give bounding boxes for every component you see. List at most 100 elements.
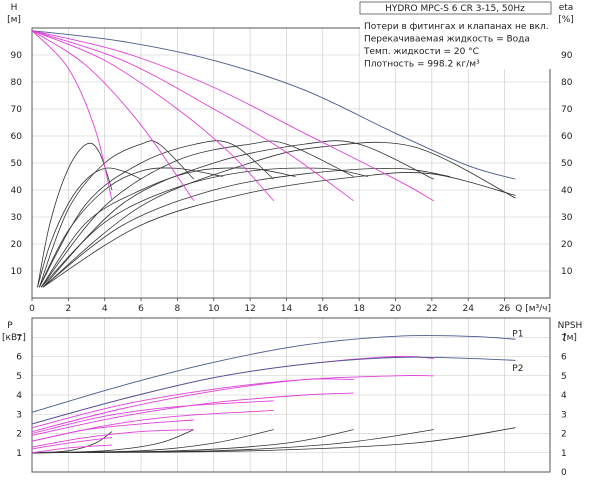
x-tick-label: 12	[244, 304, 255, 314]
x-tick-label: 0	[29, 304, 35, 314]
y-right-tick-label: 80	[561, 78, 573, 88]
efficiency-curve	[37, 167, 142, 288]
y-right-tick-label: 70	[561, 105, 573, 115]
y-left-tick-label: 3	[16, 410, 22, 420]
y-left-axis-unit: [м]	[7, 15, 21, 25]
x-tick-label: 14	[281, 304, 293, 314]
y-right-axis-unit: [%]	[558, 15, 574, 25]
efficiency-curve	[40, 140, 354, 288]
info-line: Плотность = 998.2 кг/м³	[364, 60, 480, 70]
info-line: Перекачиваемая жидкость = Вода	[364, 35, 530, 45]
y-right-tick-label: 10	[561, 267, 573, 277]
x-tick-label: 16	[317, 304, 329, 314]
y-right-axis-label: eta	[559, 3, 574, 13]
y-right-tick-label: 2	[561, 430, 567, 440]
power-curve-reduced-speed	[32, 444, 113, 454]
x-axis-label: Q [м³/ч]	[515, 304, 551, 314]
power-curve-reduced-speed	[32, 375, 434, 433]
y-right-tick-label: 4	[561, 391, 567, 401]
power-curve-reduced-speed	[32, 400, 274, 434]
efficiency-curve	[38, 167, 223, 288]
y-right-tick-label: 7	[561, 333, 567, 343]
y-left-tick-label: 1	[16, 449, 22, 459]
info-line: Темп. жидкости = 20 °C	[363, 47, 479, 57]
efficiency-curve	[40, 167, 369, 288]
power-curve-reduced-speed	[32, 409, 274, 442]
y-left-axis-label: H	[11, 3, 18, 13]
y-right-tick-label: 0	[561, 468, 567, 478]
x-tick-label: 4	[102, 304, 108, 314]
x-tick-label: 20	[390, 304, 402, 314]
head-curves-group	[32, 30, 516, 288]
title-box	[359, 1, 552, 15]
head-efficiency-panel: 0 2 4 6 8 10 12 14 16 18 20 22 24 26 Q [м³/ч]102030405…	[7, 1, 574, 314]
y-left-axis-unit: [кВт]	[2, 333, 26, 343]
series-label: P1	[512, 329, 523, 339]
head-curve-max-speed	[32, 30, 516, 180]
head-curve-reduced-speed	[32, 30, 113, 201]
power-curve-max-speed	[32, 335, 516, 413]
y-right-tick-label: 40	[561, 186, 573, 196]
y-left-tick-label: 90	[11, 51, 23, 61]
efficiency-curve	[42, 141, 516, 288]
x-tick-label: 10	[208, 304, 220, 314]
efficiency-curve	[37, 142, 113, 288]
plot-frame	[31, 27, 551, 299]
efficiency-curve	[38, 140, 274, 288]
y-right-axis-label: NPSH	[558, 321, 583, 331]
power-curve-reduced-speed	[32, 355, 434, 425]
efficiency-curve	[42, 167, 451, 288]
x-tick-label: 8	[175, 304, 181, 314]
plot-frame	[31, 317, 551, 473]
x-tick-label: 22	[426, 304, 437, 314]
head-curve-reduced-speed	[32, 30, 354, 202]
y-left-tick-label: 50	[11, 159, 23, 169]
y-left-tick-label: 70	[11, 105, 23, 115]
info-box	[360, 17, 551, 69]
x-tick-label: 24	[462, 304, 474, 314]
y-left-tick-label: 80	[11, 78, 23, 88]
y-left-tick-label: 5	[16, 372, 22, 382]
x-tick-label: 2	[65, 304, 71, 314]
y-right-tick-label: 1	[561, 449, 567, 459]
y-right-tick-label: 3	[561, 410, 567, 420]
y-left-tick-label: 7	[16, 333, 22, 343]
power-curve-max-speed	[32, 356, 516, 425]
y-right-axis-unit: [м]	[563, 333, 577, 343]
y-left-tick-label: 6	[16, 353, 22, 363]
head-curve-reduced-speed	[32, 30, 195, 202]
y-right-tick-label: 20	[561, 240, 573, 250]
chart-title: HYDRO MPC-S 6 CR 3-15, 50Hz	[385, 4, 525, 14]
efficiency-curve	[38, 140, 195, 288]
y-left-tick-label: 60	[11, 132, 23, 142]
info-line: Потери в фитингах и клапанах не вкл.	[364, 22, 549, 32]
y-right-tick-label: 5	[561, 372, 567, 382]
series-label: P2	[512, 364, 523, 374]
y-left-tick-label: 10	[11, 267, 23, 277]
efficiency-curve	[42, 140, 434, 288]
power-curve-reduced-speed	[32, 436, 113, 450]
y-left-tick-label: 20	[11, 240, 23, 250]
y-left-tick-label: 2	[16, 430, 22, 440]
efficiency-curve	[40, 167, 296, 288]
y-right-tick-label: 30	[561, 213, 573, 223]
head-curve-reduced-speed	[32, 30, 275, 202]
npsh-curve	[32, 427, 516, 454]
npsh-curve	[32, 429, 434, 454]
y-right-tick-label: 50	[561, 159, 573, 169]
efficiency-curve	[42, 172, 516, 288]
y-left-tick-label: 30	[11, 213, 23, 223]
y-right-tick-label: 6	[561, 353, 567, 363]
head-curve-reduced-speed	[32, 30, 434, 202]
y-left-tick-label: 40	[11, 186, 23, 196]
x-tick-label: 26	[499, 304, 511, 314]
power-curve-reduced-speed	[32, 392, 354, 436]
x-tick-label: 6	[138, 304, 144, 314]
x-tick-label: 18	[353, 304, 365, 314]
y-left-tick-label: 4	[16, 391, 22, 401]
power-curves-group	[32, 335, 516, 454]
y-right-tick-label: 60	[561, 132, 573, 142]
y-left-axis-label: P	[7, 321, 13, 331]
